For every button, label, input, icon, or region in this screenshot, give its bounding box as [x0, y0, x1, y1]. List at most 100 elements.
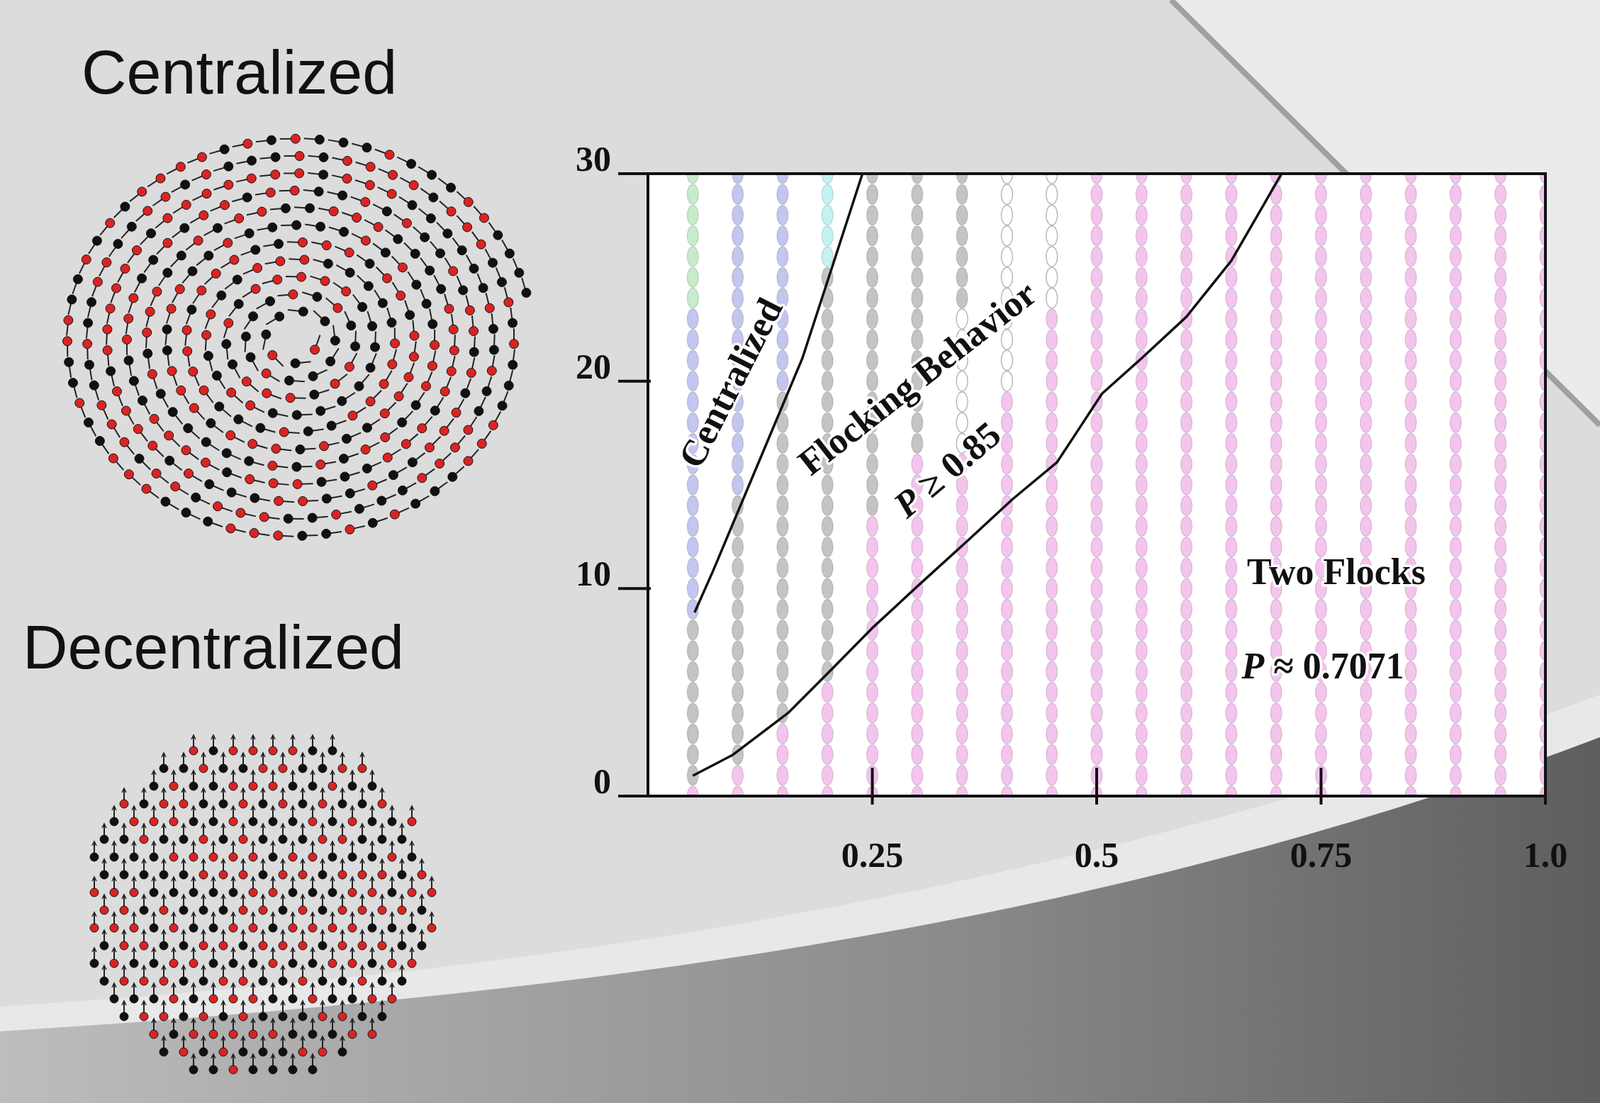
agent — [245, 474, 255, 485]
agent — [305, 203, 315, 213]
agent — [232, 275, 242, 285]
agent — [62, 336, 72, 346]
agent-arrowhead — [320, 894, 325, 899]
agent — [163, 238, 173, 248]
agent-arrowhead — [250, 770, 256, 775]
agent — [477, 438, 487, 449]
agent-arrowhead — [370, 806, 375, 811]
agent-arrowhead — [161, 1036, 166, 1041]
agent — [90, 959, 99, 968]
agent — [160, 496, 171, 507]
agent — [94, 436, 105, 446]
agent-arrowhead — [310, 983, 315, 988]
agent — [348, 1030, 357, 1039]
agent — [338, 799, 347, 809]
agent-arrowhead — [121, 894, 127, 899]
agent — [484, 303, 495, 313]
agent — [367, 480, 378, 490]
agent — [320, 276, 330, 286]
agent — [417, 941, 427, 950]
agent — [382, 207, 392, 217]
phase-sample — [1135, 412, 1148, 433]
agent — [203, 516, 213, 527]
phase-sample — [1000, 744, 1013, 765]
phase-sample — [776, 599, 789, 620]
phase-sample — [1181, 204, 1193, 225]
agent — [294, 151, 305, 161]
agent — [466, 368, 476, 378]
phase-sample — [1181, 640, 1193, 661]
phase-sample — [1046, 599, 1058, 620]
phase-sample — [732, 578, 744, 599]
phase-sample — [956, 184, 968, 205]
agent — [404, 372, 414, 383]
agent — [211, 268, 221, 278]
phase-sample — [911, 682, 923, 703]
agent-arrowhead — [191, 912, 196, 917]
phase-sample — [1225, 267, 1238, 288]
phase-sample — [686, 620, 699, 641]
agent — [427, 361, 437, 371]
agent-arrowhead — [191, 1054, 196, 1059]
phase-sample — [1225, 309, 1238, 329]
agent — [129, 888, 139, 897]
agent — [367, 959, 377, 968]
agent — [149, 959, 159, 968]
agent — [321, 528, 332, 539]
agent — [209, 852, 218, 862]
agent-arrowhead — [201, 1000, 206, 1006]
agent — [365, 258, 375, 268]
agent — [298, 799, 307, 809]
agent — [221, 448, 232, 458]
agent-arrowhead — [389, 806, 395, 811]
agent — [193, 236, 203, 246]
agent-arrowhead — [181, 1000, 186, 1006]
agent — [226, 431, 236, 441]
agent — [149, 994, 159, 1004]
phase-sample — [1000, 620, 1013, 641]
agent-arrowhead — [151, 806, 156, 811]
agent-arrowhead — [151, 876, 156, 882]
agent — [188, 367, 198, 377]
phase-sample — [911, 246, 923, 267]
agent-arrowhead — [350, 947, 355, 953]
phase-sample — [1270, 765, 1282, 786]
agent-arrowhead — [231, 947, 236, 953]
phase-sample — [1000, 516, 1013, 536]
phase-sample — [1270, 246, 1282, 267]
agent — [228, 888, 238, 897]
agent-arrowhead — [310, 1054, 315, 1059]
phase-sample — [1000, 723, 1013, 744]
agent — [226, 487, 237, 497]
agent — [278, 976, 288, 986]
agent — [367, 852, 377, 862]
phase-sample — [776, 184, 789, 205]
agent — [261, 329, 271, 339]
agent-arrowhead — [370, 841, 375, 846]
phase-sample — [1091, 744, 1103, 765]
agent-arrowhead — [181, 788, 186, 793]
agent-arrowhead — [330, 983, 335, 988]
agent — [318, 1012, 327, 1021]
agent-arrowhead — [320, 965, 325, 970]
agent — [318, 835, 327, 844]
agent — [405, 310, 415, 320]
phase-sample — [1135, 723, 1148, 744]
phase-sample — [1000, 557, 1013, 578]
agent-arrowhead — [171, 806, 176, 811]
agent — [330, 336, 340, 346]
agent — [199, 385, 209, 395]
agent — [228, 923, 238, 933]
agent — [275, 256, 285, 266]
phase-sample — [1135, 392, 1148, 412]
agent — [175, 162, 186, 172]
phase-sample — [1181, 246, 1193, 267]
phase-sample — [866, 204, 879, 225]
agent-arrowhead — [171, 1018, 176, 1023]
agent-arrowhead — [379, 1000, 385, 1006]
phase-sample — [686, 578, 699, 599]
agent — [460, 388, 471, 398]
phase-sample — [911, 765, 923, 786]
phase-sample — [686, 309, 699, 329]
agent — [243, 138, 253, 149]
